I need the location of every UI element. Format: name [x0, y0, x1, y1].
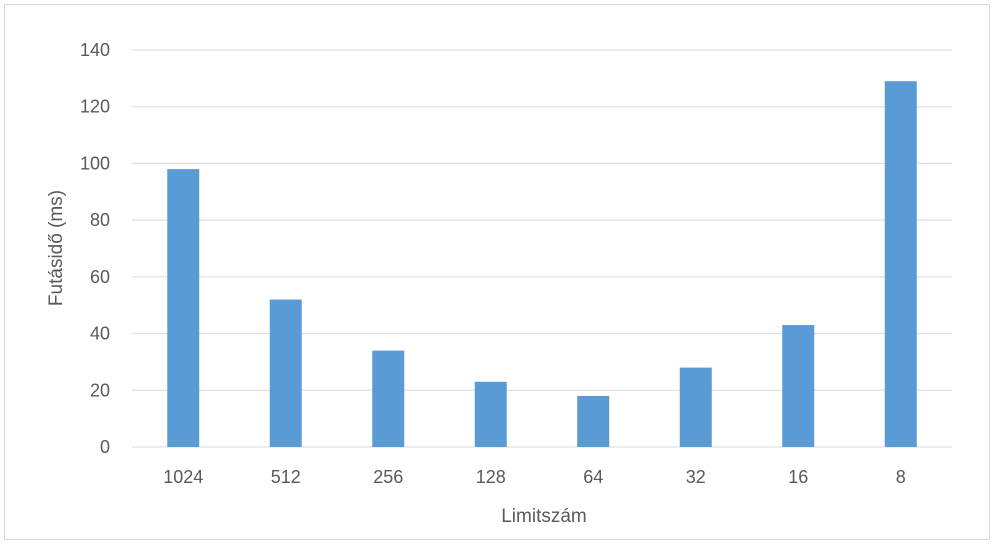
x-tick-label: 256 [373, 467, 403, 487]
x-tick-label: 32 [686, 467, 706, 487]
y-tick-label: 120 [80, 97, 110, 117]
x-tick-label: 512 [271, 467, 301, 487]
bars [167, 81, 917, 447]
bar-512 [269, 299, 302, 447]
x-tick-label: 128 [476, 467, 506, 487]
bar-256 [372, 350, 405, 447]
y-axis-tick-labels: 0 20 40 60 80 100 120 140 [80, 40, 110, 457]
y-tick-label: 80 [90, 210, 110, 230]
y-tick-label: 20 [90, 380, 110, 400]
bar-32 [679, 367, 712, 447]
y-axis-title: Futásidő (ms) [46, 190, 67, 306]
y-tick-label: 100 [80, 153, 110, 173]
bar-128 [474, 381, 507, 447]
y-tick-label: 40 [90, 324, 110, 344]
x-tick-label: 64 [583, 467, 603, 487]
y-tick-label: 60 [90, 267, 110, 287]
bar-64 [577, 395, 610, 447]
x-tick-label: 8 [896, 467, 906, 487]
x-axis-title: Limitszám [501, 506, 587, 527]
gridlines [132, 49, 952, 448]
bar-16 [782, 325, 815, 447]
x-tick-label: 1024 [163, 467, 203, 487]
bar-1024 [167, 169, 200, 447]
bar-8 [884, 81, 917, 447]
x-axis-tick-labels: 1024 512 256 128 64 32 16 8 [163, 467, 906, 487]
x-tick-label: 16 [788, 467, 808, 487]
y-tick-label: 140 [80, 40, 110, 60]
y-tick-label: 0 [100, 437, 110, 457]
